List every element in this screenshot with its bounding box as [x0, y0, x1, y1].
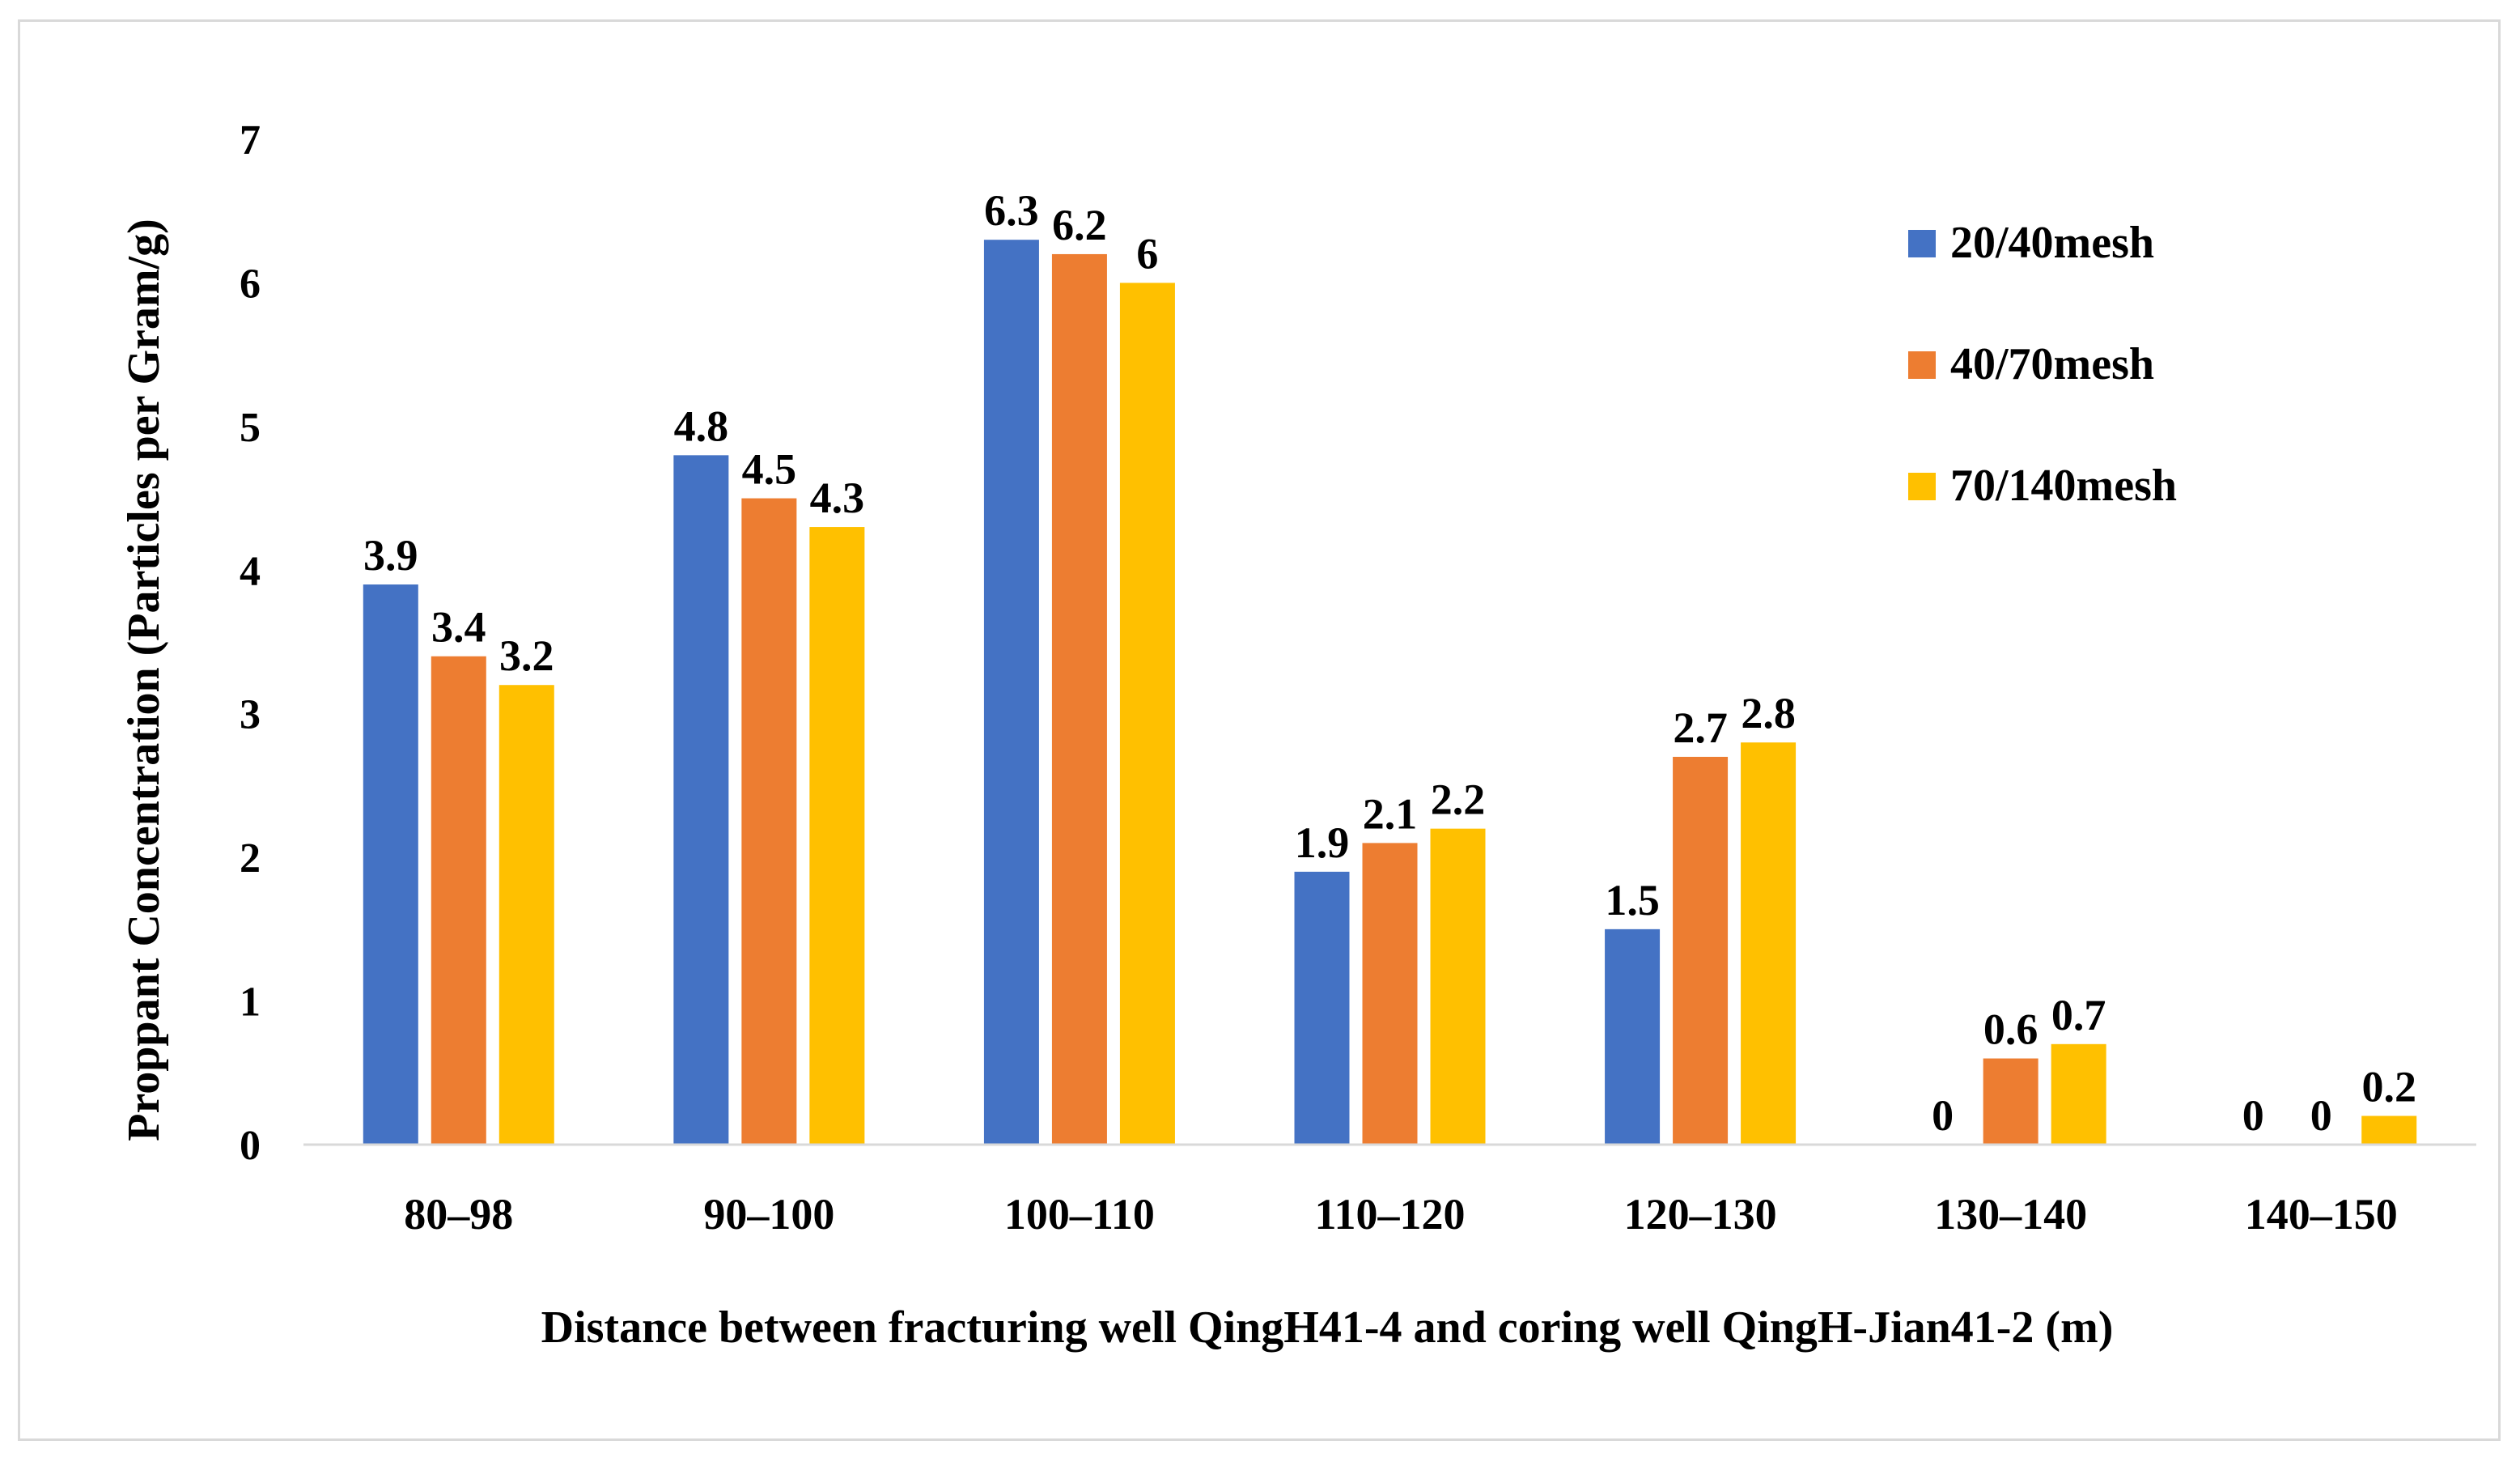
data-label: 0 — [2310, 1091, 2332, 1140]
data-label: 0 — [2242, 1091, 2264, 1140]
bar-70-140mesh-5 — [2051, 1043, 2106, 1145]
bar-20-40mesh-3 — [1294, 871, 1350, 1145]
data-label: 0 — [1932, 1091, 1954, 1140]
x-tick-label: 90–100 — [703, 1190, 834, 1239]
bar-40-70mesh-1 — [741, 498, 797, 1145]
y-tick-label: 2 — [240, 835, 261, 882]
bar-series-group — [363, 240, 2417, 1145]
legend-label: 20/40mesh — [1950, 218, 2154, 268]
data-label: 2.8 — [1741, 689, 1796, 737]
data-label: 4.5 — [742, 445, 797, 494]
y-tick-label: 6 — [240, 261, 261, 307]
data-label: 3.4 — [431, 603, 486, 652]
data-label: 2.2 — [1431, 775, 1486, 824]
x-tick-label: 100–110 — [1004, 1190, 1155, 1239]
legend-label: 70/140mesh — [1950, 461, 2177, 511]
bar-70-140mesh-2 — [1119, 283, 1175, 1145]
data-label: 6.2 — [1052, 201, 1107, 249]
y-tick-label: 3 — [240, 692, 261, 738]
bar-40-70mesh-3 — [1362, 843, 1418, 1145]
y-axis-ticks: 0 1 2 3 4 5 6 7 — [240, 117, 261, 1169]
bar-20-40mesh-0 — [363, 584, 418, 1145]
bar-20-40mesh-2 — [983, 240, 1039, 1145]
x-tick-label: 120–130 — [1624, 1190, 1777, 1239]
bar-70-140mesh-0 — [498, 685, 554, 1145]
data-labels: 3.9 3.4 3.2 4.8 4.5 4.3 6.3 6.2 6 1.9 2.1 2.2 1.5 2.7… — [363, 186, 2416, 1140]
data-label: 0.6 — [1983, 1005, 2038, 1054]
legend: 20/40mesh 40/70mesh 70/140mesh — [1908, 218, 2177, 511]
bar-70-140mesh-1 — [809, 527, 865, 1145]
data-label: 3.9 — [363, 531, 418, 580]
y-tick-label: 0 — [240, 1123, 261, 1169]
y-tick-label: 7 — [240, 117, 261, 164]
x-tick-label: 110–120 — [1314, 1190, 1465, 1239]
bar-70-140mesh-4 — [1741, 742, 1797, 1145]
x-tick-label: 130–140 — [1934, 1190, 2087, 1239]
y-tick-label: 4 — [240, 548, 261, 594]
y-axis-title: Proppant Concentration (Particles per Gr… — [119, 219, 169, 1141]
bar-70-140mesh-3 — [1430, 828, 1486, 1145]
bar-40-70mesh-0 — [431, 656, 486, 1145]
data-label: 3.2 — [499, 631, 554, 680]
x-axis-ticks: 80–98 90–100 100–110 110–120 120–130 130–140 1… — [404, 1190, 2397, 1239]
data-label: 2.1 — [1363, 789, 1418, 838]
x-tick-label: 80–98 — [404, 1190, 513, 1239]
chart-frame — [18, 19, 2501, 1441]
y-tick-label: 5 — [240, 405, 261, 451]
data-label: 6.3 — [984, 186, 1039, 235]
data-label: 0.2 — [2361, 1063, 2416, 1111]
legend-swatch — [1908, 351, 1936, 379]
data-label: 1.5 — [1605, 876, 1660, 924]
bar-20-40mesh-1 — [673, 455, 729, 1145]
y-tick-label: 1 — [240, 979, 261, 1026]
bar-20-40mesh-4 — [1605, 928, 1661, 1145]
data-label: 6 — [1136, 229, 1158, 278]
data-label: 2.7 — [1673, 703, 1728, 752]
bar-70-140mesh-6 — [2361, 1115, 2417, 1145]
legend-swatch — [1908, 473, 1936, 500]
x-axis-title: Distance between fracturing well QingH41… — [541, 1302, 2114, 1353]
bar-40-70mesh-4 — [1673, 756, 1729, 1145]
x-tick-label: 140–150 — [2245, 1190, 2398, 1239]
data-label: 1.9 — [1295, 818, 1350, 867]
data-label: 4.8 — [674, 402, 729, 450]
data-label: 4.3 — [810, 474, 865, 522]
data-label: 0.7 — [2051, 991, 2106, 1039]
bar-40-70mesh-5 — [1983, 1058, 2038, 1145]
bar-40-70mesh-2 — [1051, 253, 1107, 1145]
legend-swatch — [1908, 230, 1936, 257]
legend-label: 40/70mesh — [1950, 339, 2154, 389]
